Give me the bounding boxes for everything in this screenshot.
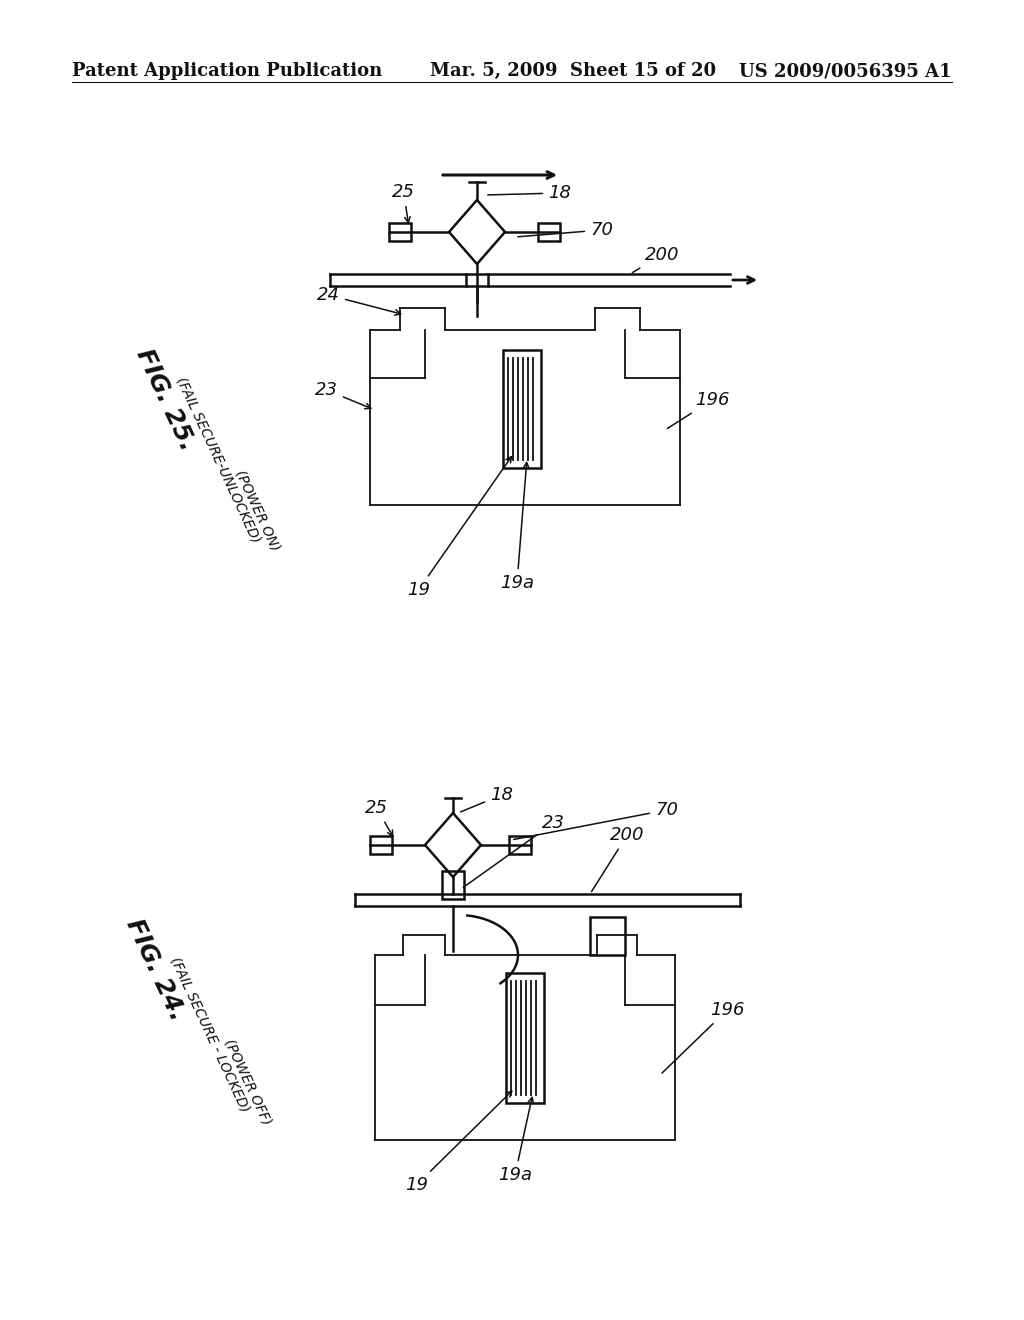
Text: 25: 25 [365,799,393,836]
Bar [506,973,544,1104]
Text: FIG. 24.: FIG. 24. [121,915,189,1024]
Text: (FAIL SECURE-UNLOCKED): (FAIL SECURE-UNLOCKED) [173,375,263,545]
Text: 19a: 19a [498,1097,534,1184]
Text: 19a: 19a [500,462,534,591]
Text: 196: 196 [662,1001,744,1073]
Bar [370,836,392,854]
Text: 23: 23 [315,381,371,409]
Text: (FAIL SECURE - LOCKED): (FAIL SECURE - LOCKED) [168,956,252,1115]
Bar [389,223,411,242]
Text: (POWER ON): (POWER ON) [233,467,283,553]
Text: 19: 19 [407,457,511,599]
Text: (POWER OFF): (POWER OFF) [222,1036,274,1127]
Text: 18: 18 [461,785,513,812]
Text: 18: 18 [487,183,571,202]
Bar [538,223,560,242]
Text: US 2009/0056395 A1: US 2009/0056395 A1 [739,62,952,81]
Text: 200: 200 [592,826,644,891]
Text: 200: 200 [633,246,680,273]
Text: 23: 23 [463,814,565,887]
Text: 24: 24 [317,286,400,315]
Bar [590,917,625,954]
Bar [503,350,541,469]
Text: FIG. 25.: FIG. 25. [131,346,199,454]
Text: 70: 70 [514,801,678,840]
Text: 19: 19 [406,1092,512,1195]
Text: Mar. 5, 2009  Sheet 15 of 20: Mar. 5, 2009 Sheet 15 of 20 [430,62,716,81]
Text: 70: 70 [518,220,613,239]
Bar [509,836,531,854]
Text: 196: 196 [668,391,729,429]
Text: Patent Application Publication: Patent Application Publication [72,62,382,81]
Text: 25: 25 [392,183,415,223]
Bar [442,871,464,899]
